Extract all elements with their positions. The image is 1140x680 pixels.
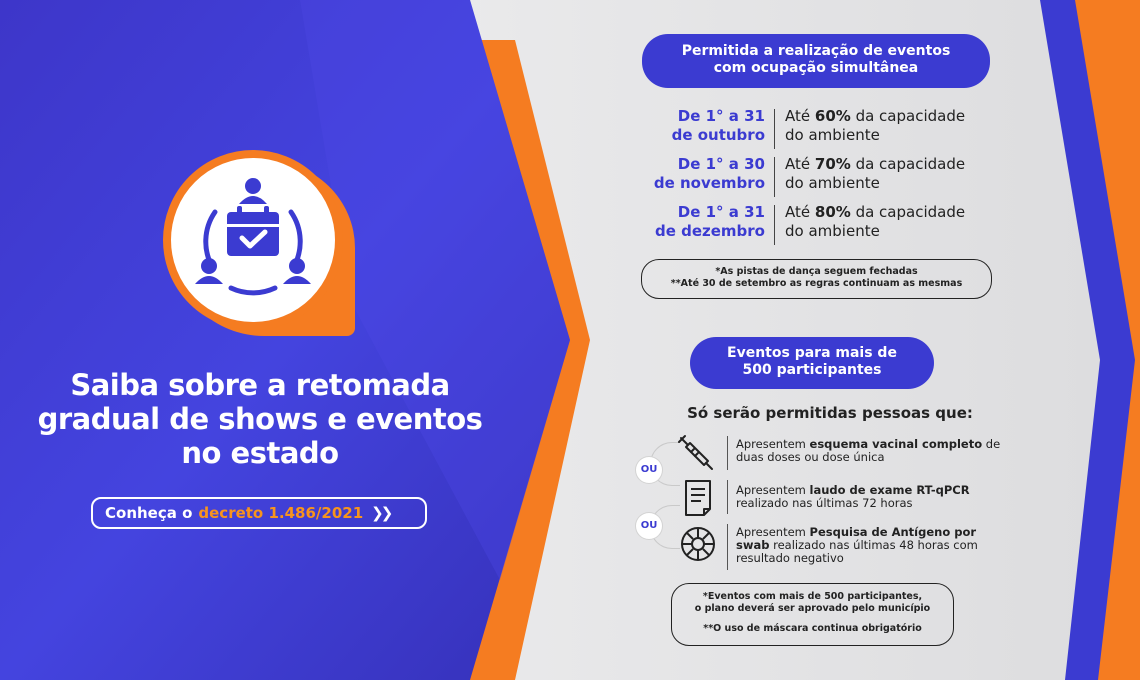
capacity-percent: 70% [814, 155, 851, 173]
desc-line-2: do ambiente [785, 174, 880, 192]
headline-line-3: no estado [181, 436, 339, 470]
virus-test-icon [681, 527, 715, 561]
note-mask: **O uso de máscara continua obrigatório [703, 623, 922, 634]
capacity-row-october: De 1° a 31 de outubro Até 60% da capacid… [620, 107, 1000, 151]
requirement-rt-pcr: Apresentem laudo de exame RT-qPCR realiz… [736, 484, 1006, 510]
document-icon [685, 480, 711, 516]
decree-link-button[interactable]: Conheça o decreto 1.486/2021 ❯❯ [91, 497, 427, 529]
capacity-row-november: De 1° a 30 de novembro Até 70% da capaci… [620, 155, 1000, 199]
desc-post: da capacidade [850, 203, 966, 221]
capacity-period: De 1° a 31 de outubro [620, 107, 765, 145]
req-pre: Apresentem [736, 483, 810, 497]
or-badge: OU [636, 513, 662, 539]
capacity-title-line-1: Permitida a realização de eventos [681, 43, 951, 59]
period-line-1: De 1° a 31 [677, 203, 765, 221]
divider [774, 157, 775, 197]
capacity-description: Até 70% da capacidade do ambiente [785, 155, 1005, 193]
capacity-notes-box: *As pistas de dança seguem fechadas **At… [641, 259, 992, 299]
capacity-period: De 1° a 31 de dezembro [620, 203, 765, 241]
decree-button-highlight: decreto 1.486/2021 [198, 504, 364, 522]
capacity-title-pill: Permitida a realização de eventos com oc… [642, 34, 990, 88]
divider [727, 436, 728, 470]
capacity-description: Até 80% da capacidade do ambiente [785, 203, 1005, 241]
large-events-title-line-2: 500 participantes [742, 362, 882, 378]
syringe-icon [678, 435, 713, 470]
requirement-antigen: Apresentem Pesquisa de Antígeno por swab… [736, 526, 1006, 565]
note-dance-floors: *As pistas de dança seguem fechadas [715, 266, 918, 277]
req-bold: laudo de exame RT-qPCR [809, 483, 970, 497]
req-pre: Apresentem [736, 525, 810, 539]
req-post: de duas doses ou dose única [736, 437, 1001, 464]
desc-post: da capacidade [850, 155, 966, 173]
badge-white-circle [163, 150, 343, 330]
req-post: realizado nas últimas 48 horas com resul… [736, 538, 978, 565]
note-plan-line-1: *Eventos com mais de 500 participantes, [702, 591, 923, 602]
capacity-percent: 60% [814, 107, 851, 125]
requirements-subtitle: Só serão permitidas pessoas que: [687, 404, 973, 422]
period-line-2: de novembro [653, 174, 765, 192]
desc-line-2: do ambiente [785, 126, 880, 144]
decree-button-prefix: Conheça o [105, 504, 193, 522]
divider [727, 524, 728, 570]
desc-line-2: do ambiente [785, 222, 880, 240]
divider [727, 480, 728, 514]
headline: Saiba sobre a retomada gradual de shows … [20, 368, 500, 470]
event-icon-badge [163, 150, 355, 336]
period-line-1: De 1° a 30 [677, 155, 765, 173]
requirement-vaccination: Apresentem esquema vacinal completo de d… [736, 438, 1006, 464]
headline-line-1: Saiba sobre a retomada [70, 368, 450, 402]
note-september-rules: **Até 30 de setembro as regras continuam… [670, 278, 963, 289]
double-chevron-right-icon: ❯❯ [371, 504, 393, 522]
period-line-2: de outubro [671, 126, 765, 144]
or-badge: OU [636, 457, 662, 483]
period-line-1: De 1° a 31 [677, 107, 765, 125]
period-line-2: de dezembro [654, 222, 765, 240]
divider [774, 205, 775, 245]
divider [774, 109, 775, 149]
desc-pre: Até [785, 155, 815, 173]
req-bold: esquema vacinal completo [809, 437, 983, 451]
capacity-row-december: De 1° a 31 de dezembro Até 80% da capaci… [620, 203, 1000, 247]
headline-line-2: gradual de shows e eventos [37, 402, 483, 436]
large-events-title-line-1: Eventos para mais de [727, 345, 897, 361]
note-plan-line-2: o plano deverá ser aprovado pelo municíp… [694, 603, 931, 614]
req-bold: Pesquisa de Antígeno por swab [736, 525, 977, 552]
large-events-title-pill: Eventos para mais de 500 participantes [690, 337, 934, 389]
capacity-period: De 1° a 30 de novembro [620, 155, 765, 193]
large-events-notes-box: *Eventos com mais de 500 participantes, … [671, 583, 954, 646]
event-calendar-people-icon [195, 178, 311, 296]
req-post: realizado nas últimas 72 horas [736, 496, 913, 510]
desc-pre: Até [785, 107, 815, 125]
desc-pre: Até [785, 203, 815, 221]
capacity-percent: 80% [814, 203, 851, 221]
req-pre: Apresentem [736, 437, 810, 451]
capacity-title-line-2: com ocupação simultânea [713, 60, 919, 76]
desc-post: da capacidade [850, 107, 966, 125]
capacity-description: Até 60% da capacidade do ambiente [785, 107, 1005, 145]
